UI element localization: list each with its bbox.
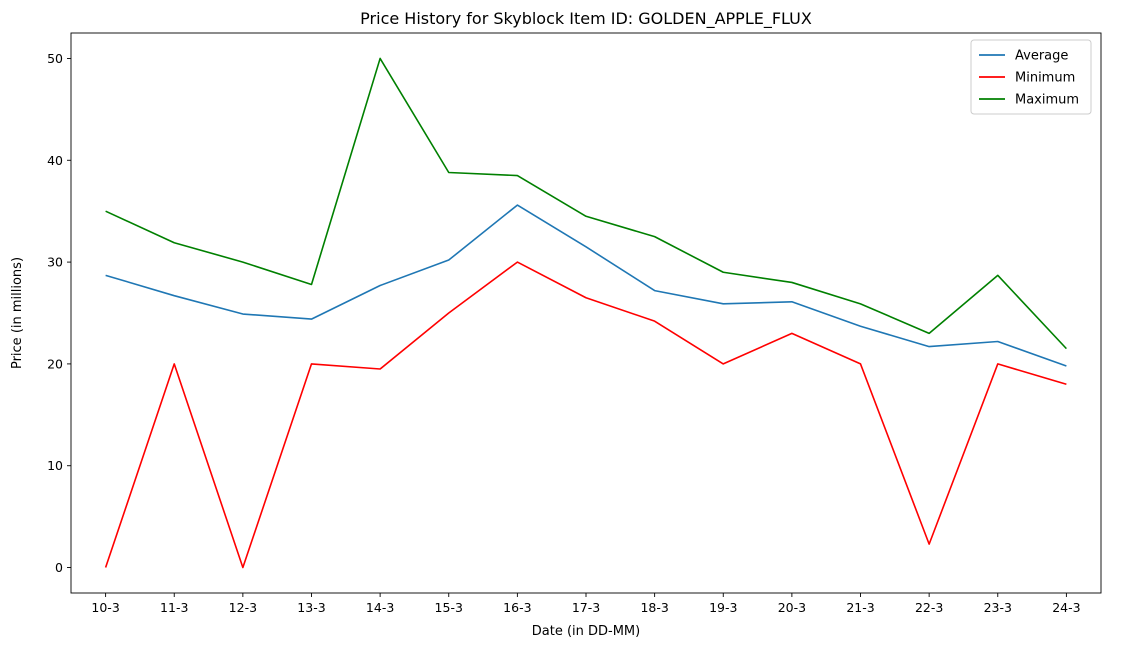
legend-label-average: Average [1015, 49, 1068, 64]
legend-label-maximum: Maximum [1015, 93, 1079, 108]
x-tick-label: 18-3 [640, 600, 668, 615]
x-tick-label: 15-3 [435, 600, 463, 615]
y-tick-label: 30 [47, 255, 63, 270]
legend-box [970, 39, 1092, 115]
series-line-maximum [105, 57, 1067, 350]
series-line-minimum [104, 261, 1067, 569]
x-tick-label: 14-3 [366, 600, 394, 615]
x-tick-label: 21-3 [846, 600, 874, 615]
x-axis-label: Date (in DD-MM) [532, 624, 640, 639]
y-tick-label: 20 [47, 356, 63, 371]
series-line-average [105, 204, 1067, 367]
x-tick-label: 17-3 [572, 600, 600, 615]
x-tick-label: 11-3 [160, 600, 188, 615]
x-tick-label: 10-3 [91, 600, 119, 615]
x-tick-label: 19-3 [709, 600, 737, 615]
x-tick-label: 23-3 [984, 600, 1012, 615]
y-axis-label: Price (in millions) [10, 257, 25, 369]
chart-title: Price History for Skyblock Item ID: GOLD… [360, 9, 812, 29]
x-tick-label: 16-3 [503, 600, 531, 615]
legend: Average Minimum Maximum [970, 39, 1092, 115]
y-tick-label: 50 [47, 51, 63, 66]
y-tick-label: 0 [55, 560, 63, 575]
x-tick-label: 12-3 [229, 600, 257, 615]
legend-label-minimum: Minimum [1015, 71, 1075, 86]
x-tick-label: 20-3 [778, 600, 806, 615]
x-tick-label: 22-3 [915, 600, 943, 615]
y-tick-label: 40 [47, 153, 63, 168]
x-tick-label: 13-3 [297, 600, 325, 615]
axes-frame [70, 32, 1102, 594]
y-tick-label: 10 [47, 458, 63, 473]
x-tick-label: 24-3 [1052, 600, 1080, 615]
plot-area: 10-3 11-3 12-3 13-3 14-3 15-3 16-3 17-3 18-3 19-3… [47, 32, 1102, 615]
